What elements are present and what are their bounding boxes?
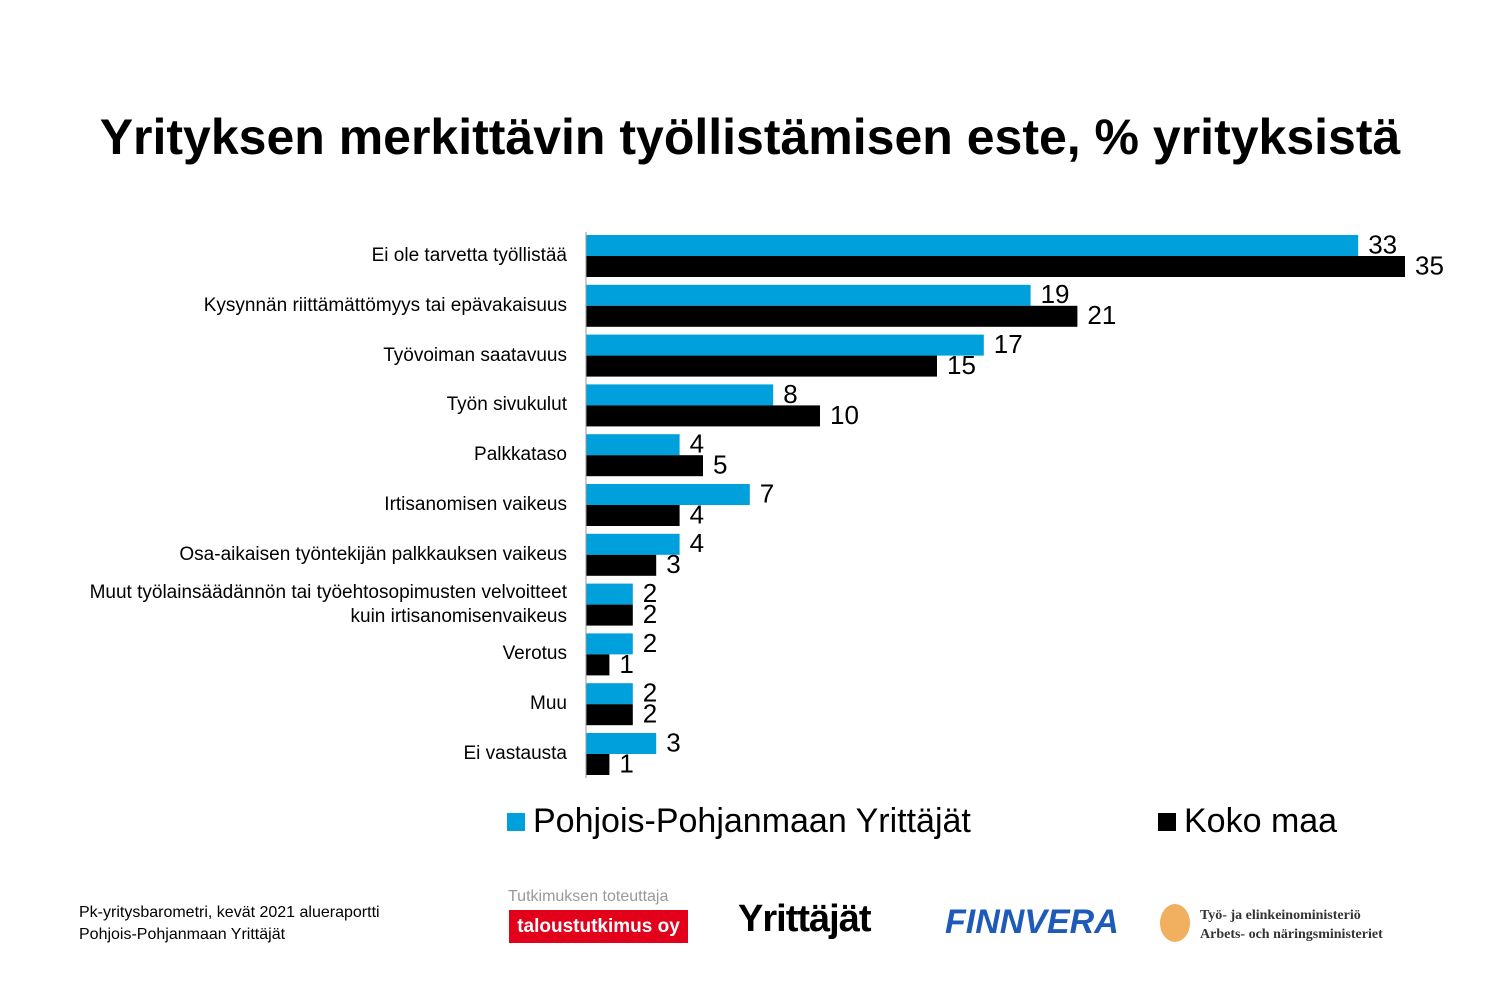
value-label: 17 <box>994 329 1023 359</box>
value-label: 4 <box>690 499 704 529</box>
bar <box>586 604 633 626</box>
category-label: Verotus <box>502 643 567 665</box>
category-label: Muu <box>530 693 567 715</box>
source: Pk-yritysbarometri, kevät 2021 aluerapor… <box>79 902 380 946</box>
bar <box>586 405 820 427</box>
bar <box>586 384 774 406</box>
bar <box>586 654 610 676</box>
source-line: Pk-yritysbarometri, kevät 2021 aluerapor… <box>79 904 380 921</box>
logo-taloustutkimus: taloustutkimus oy <box>509 910 688 943</box>
category-label: Palkkataso <box>474 444 567 466</box>
value-label: 1 <box>619 748 633 778</box>
value-label: 35 <box>1415 250 1444 280</box>
category-label: Työn sivukulut <box>446 394 567 416</box>
value-label: 15 <box>947 350 976 380</box>
bar <box>586 235 1359 256</box>
bar <box>586 455 703 477</box>
bar <box>586 554 657 576</box>
value-label: 4 <box>690 429 704 459</box>
value-label: 2 <box>643 678 657 708</box>
value-label: 7 <box>760 478 774 508</box>
legend-swatch <box>507 813 525 831</box>
value-label: 2 <box>643 599 657 629</box>
bar <box>586 334 984 356</box>
legend-label: Pohjois-Pohjanmaan Yrittäjät <box>533 802 971 840</box>
value-label: 8 <box>783 379 797 409</box>
value-label: 21 <box>1087 300 1116 330</box>
value-label: 33 <box>1368 229 1397 259</box>
category-label: Muut työlainsäädännön tai työehtosopimus… <box>89 581 567 627</box>
bar <box>586 683 633 705</box>
value-label: 3 <box>666 549 680 579</box>
bar <box>586 505 680 526</box>
bar <box>586 583 633 605</box>
value-label: 4 <box>690 528 704 558</box>
source-line: Pohjois-Pohjanmaan Yrittäjät <box>79 926 286 943</box>
category-label: Osa-aikaisen työntekijän palkkauksen vai… <box>179 543 567 565</box>
logo-finnvera: FINNVERA <box>945 903 1119 941</box>
value-label: 1 <box>619 649 633 679</box>
logo-emblem <box>1160 904 1190 942</box>
logo-tem-line: Arbets- och näringsministeriet <box>1200 927 1383 942</box>
bar <box>586 484 750 505</box>
producer-caption: Tutkimuksen toteuttaja <box>508 888 669 905</box>
logo-yrittajat: Yrittäjät <box>738 898 871 940</box>
bar <box>586 305 1078 327</box>
category-label: Työvoiman saatavuus <box>383 344 567 366</box>
bar <box>586 434 680 456</box>
value-label: 5 <box>713 450 727 480</box>
bar <box>586 733 657 754</box>
category-label: Ei ole tarvetta työllistää <box>371 245 567 266</box>
logo-tem-line: Työ- ja elinkeinoministeriö <box>1200 908 1361 923</box>
legend-swatch <box>1158 813 1176 831</box>
bar <box>586 704 633 726</box>
chart-title: Yrityksen merkittävin työllistämisen est… <box>99 109 1401 165</box>
bar <box>586 754 610 775</box>
bar <box>586 633 633 655</box>
legend-label: Koko maa <box>1184 802 1337 840</box>
category-label: Ei vastausta <box>463 743 568 764</box>
value-label: 3 <box>666 727 680 757</box>
bar <box>586 355 937 377</box>
bar <box>586 533 680 555</box>
value-label: 19 <box>1041 279 1070 309</box>
bar <box>586 256 1405 277</box>
value-label: 2 <box>643 628 657 658</box>
value-label: 2 <box>643 699 657 729</box>
category-label: Irtisanomisen vaikeus <box>384 494 567 515</box>
category-label: Kysynnän riittämättömyys tai epävakaisuu… <box>203 294 567 316</box>
logo-tem: Työ- ja elinkeinoministeriö Arbets- och … <box>1200 906 1383 944</box>
value-label: 2 <box>643 578 657 608</box>
bar <box>586 284 1031 306</box>
value-label: 10 <box>830 400 859 430</box>
